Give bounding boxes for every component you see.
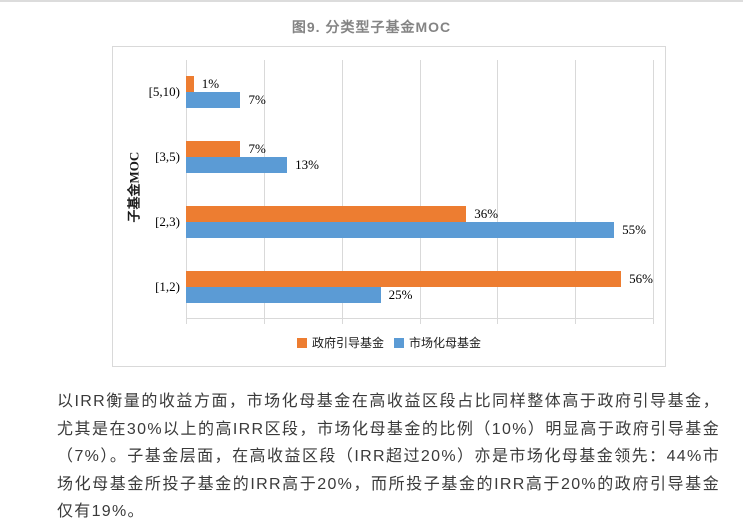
category-band: [1,2) 56% 25% [155, 254, 653, 319]
bar-series-1 [186, 76, 194, 93]
category-band: [2,3) 36% 55% [155, 190, 653, 255]
legend-label: 政府引导基金 [311, 336, 384, 350]
bar-group: 36% 55% [186, 205, 653, 238]
data-label: 7% [248, 141, 266, 157]
bar-row: 55% [186, 221, 653, 238]
bar-group: 7% 13% [186, 141, 653, 174]
bar-row: 1% [186, 76, 653, 93]
gridline [497, 60, 499, 324]
bar-row: 25% [186, 286, 653, 303]
gridline [653, 60, 654, 324]
gridline [186, 60, 187, 324]
y-axis-title: 子基金MOC [126, 151, 142, 223]
data-label: 13% [295, 157, 320, 173]
legend-swatch-icon [394, 337, 404, 348]
category-label: [5,10) [148, 84, 180, 100]
gridline [575, 60, 577, 324]
bar-series-1 [186, 205, 467, 222]
gridline [419, 60, 421, 324]
data-label: 25% [388, 286, 413, 302]
bar-row: 7% [186, 92, 653, 109]
data-label: 55% [622, 221, 646, 237]
plot-area: [5,10) 1% 7% [3,5) 7% 13% [2,3) 36% 55% [1,2) 56% 2… [149, 60, 654, 324]
chart-title: 图9. 分类型子基金MOC [291, 19, 452, 35]
category-band: [5,10) 1% 7% [149, 60, 653, 125]
category-label: [1,2) [155, 278, 180, 294]
chart-card: 子基金MOC [5,10) 1% 7% [3,5) 7% 13% [2,3) 36% 55% [1… [112, 46, 666, 367]
bar-row: 7% [186, 141, 653, 158]
bar-row: 56% [186, 270, 653, 287]
legend-entry: 市场化母基金 [394, 334, 481, 351]
legend-swatch-icon [296, 337, 307, 348]
gridline [263, 60, 265, 324]
bar-series-1 [186, 270, 622, 287]
bar-series-2 [186, 221, 615, 238]
chart-legend: 政府引导基金 市场化母基金 [113, 334, 665, 351]
bar-row: 36% [186, 205, 653, 222]
data-label: 7% [248, 92, 266, 108]
bar-row: 13% [186, 157, 653, 174]
data-label: 1% [201, 76, 220, 92]
gridline [341, 60, 343, 324]
bar-series-2 [186, 157, 288, 174]
category-label: [3,5) [155, 149, 180, 165]
category-label: [2,3) [155, 213, 180, 229]
bar-series-2 [186, 286, 381, 303]
legend-label: 市场化母基金 [409, 336, 482, 350]
body-paragraph: 以IRR衡量的收益方面，市场化母基金在高收益区段占比同样整体高于政府引导基金，尤… [57, 393, 720, 520]
category-band: [3,5) 7% 13% [155, 125, 653, 190]
bar-group: 56% 25% [186, 270, 653, 303]
bar-series-1 [186, 141, 241, 158]
bar-group: 1% 7% [186, 76, 653, 109]
legend-entry: 政府引导基金 [296, 334, 384, 351]
data-label: 36% [474, 205, 499, 221]
data-label: 56% [629, 270, 653, 286]
bar-series-2 [186, 92, 241, 109]
